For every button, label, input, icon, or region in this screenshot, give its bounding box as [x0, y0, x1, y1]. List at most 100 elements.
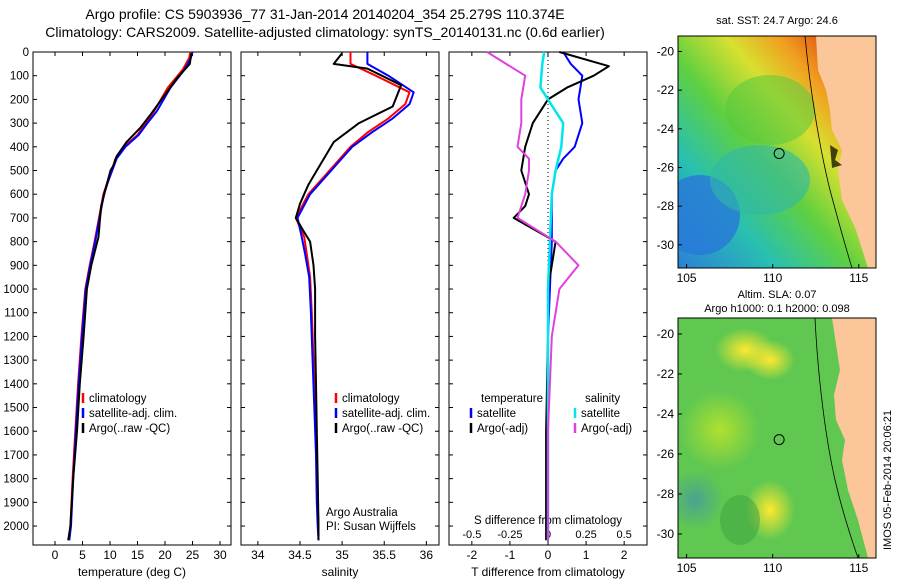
y-tick-label: 900	[10, 260, 29, 272]
legend-label: Argo(-adj)	[477, 423, 528, 435]
x-tick-label: 25	[186, 548, 200, 562]
series-line	[296, 52, 415, 541]
annotation-text: Argo Australia	[326, 507, 398, 519]
timestamp-stamp: IMOS 05-Feb-2014 20:06:21	[882, 410, 894, 550]
series-line	[539, 51, 565, 541]
map-y-tick-label: -20	[657, 327, 675, 341]
map-x-tick-label: 110	[763, 561, 782, 575]
x-tick-label: -1	[505, 548, 516, 562]
map-y-tick-label: -28	[657, 199, 675, 213]
map-x-tick-label: 105	[677, 271, 697, 285]
legend-label: Argo(-adj)	[581, 423, 632, 435]
y-tick-label: 700	[10, 213, 29, 225]
y-tick-label: 400	[10, 142, 29, 154]
y-tick-label: 1300	[3, 355, 29, 367]
land-mass	[832, 318, 876, 558]
x-axis-label: T difference from climatology	[471, 565, 625, 579]
legend-label: temperature	[481, 393, 543, 405]
sla-map-frame	[677, 317, 877, 559]
map-y-tick-label: -20	[657, 44, 675, 58]
chart-title-line1: Argo profile: CS 5903936_77 31-Jan-2014 …	[85, 6, 565, 22]
y-tick-label: 1900	[3, 497, 29, 509]
y-tick-label: 1700	[3, 450, 29, 462]
x-axis-label: temperature (deg C)	[78, 565, 186, 579]
sst-map	[678, 36, 876, 268]
map-y-tick-label: -28	[657, 487, 675, 501]
series-line	[512, 51, 610, 541]
y-tick-label: 600	[10, 189, 29, 201]
map-y-tick-label: -22	[657, 367, 675, 381]
x-tick-label: 1	[583, 548, 590, 562]
x-tick-label: 10	[103, 548, 117, 562]
sla-map	[678, 318, 876, 558]
sla-map-title-2: Argo h1000: 0.1 h2000: 0.098	[704, 303, 850, 315]
map-y-tick-label: -26	[657, 160, 675, 174]
map-y-tick-label: -30	[657, 238, 675, 252]
plot-frame	[32, 51, 232, 546]
legend-label: climatology	[89, 393, 147, 405]
series-line	[68, 51, 194, 541]
sla-map-title-1: Altim. SLA: 0.07	[738, 289, 817, 301]
legend-label: satellite-adj. clim.	[89, 408, 177, 420]
temperature-panel: 0 5 10 15 20 25 30 temperature (deg C) 0 100 200 30…	[3, 47, 232, 579]
sst-map-title: sat. SST: 24.7 Argo: 24.6	[716, 15, 838, 27]
x-tick-label: 35.5	[373, 548, 397, 562]
salinity-panel: 34 34.5 35 35.5 36 salinity climatology satelli…	[240, 51, 440, 579]
y-tick-label: 1500	[3, 403, 29, 415]
legend-label: Argo(..raw -QC)	[342, 423, 423, 435]
map-y-tick-label: -24	[657, 407, 675, 421]
salinity-tick-label: 0.5	[617, 529, 632, 541]
x-tick-label: 20	[158, 548, 172, 562]
annotation-text: PI: Susan Wijffels	[326, 521, 416, 533]
series-line	[486, 51, 580, 541]
map-x-tick-label: 115	[849, 561, 868, 575]
y-tick-label: 1400	[3, 379, 29, 391]
land-mass	[816, 36, 876, 268]
y-tick-label: 1100	[4, 308, 29, 320]
x-tick-label: 36	[420, 548, 434, 562]
y-tick-label: 500	[10, 166, 29, 178]
difference-panel: -2 -1 0 1 2 T difference from climatology -0.5…	[448, 51, 648, 579]
salinity-tick-label: -0.5	[462, 529, 481, 541]
x-tick-label: -2	[467, 548, 478, 562]
argo-position-marker	[773, 148, 785, 160]
x-tick-label: 30	[213, 548, 227, 562]
map-ticks: 105 110 115 -20 -22 -24 -26 -28 -30 105 110 115 -20 -…	[657, 44, 869, 575]
plot-frame	[240, 51, 440, 546]
x-axis-label: salinity	[322, 565, 359, 579]
legend-label: salinity	[585, 393, 620, 405]
map-y-tick-label: -24	[657, 122, 675, 136]
argo-position-marker	[773, 434, 785, 446]
series-line	[67, 53, 193, 541]
x-tick-label: 2	[621, 548, 628, 562]
salinity-tick-label: -0.25	[497, 529, 522, 541]
y-tick-label: 1200	[3, 331, 29, 343]
x-tick-label: 35	[335, 548, 349, 562]
map-x-tick-label: 115	[849, 271, 868, 285]
y-tick-label: 1800	[3, 474, 29, 486]
salinity-tick-label: 0.25	[575, 529, 596, 541]
x-tick-label: 34	[251, 548, 265, 562]
map-y-tick-label: -30	[657, 527, 675, 541]
x-tick-label: 15	[131, 548, 145, 562]
y-tick-label: 1600	[3, 426, 29, 438]
y-tick-label: 2000	[3, 521, 29, 533]
legend-label: satellite	[477, 408, 516, 420]
x-tick-label: 5	[79, 548, 86, 562]
x-tick-label: 0	[52, 548, 59, 562]
map-y-tick-label: -26	[657, 447, 675, 461]
y-tick-label: 800	[10, 237, 29, 249]
legend-label: satellite	[581, 408, 620, 420]
x-tick-label: 34.5	[288, 548, 312, 562]
y-tick-label: 300	[10, 118, 29, 130]
y-tick-label: 0	[23, 47, 29, 59]
legend-label: climatology	[342, 393, 400, 405]
x-tick-label: 0	[545, 548, 552, 562]
y-tick-label: 1000	[3, 284, 29, 296]
legend-label: Argo(..raw -QC)	[89, 423, 170, 435]
legend-label: satellite-adj. clim.	[342, 408, 430, 420]
map-x-tick-label: 110	[763, 271, 782, 285]
y-tick-label: 200	[10, 94, 29, 106]
series-line	[294, 52, 411, 541]
